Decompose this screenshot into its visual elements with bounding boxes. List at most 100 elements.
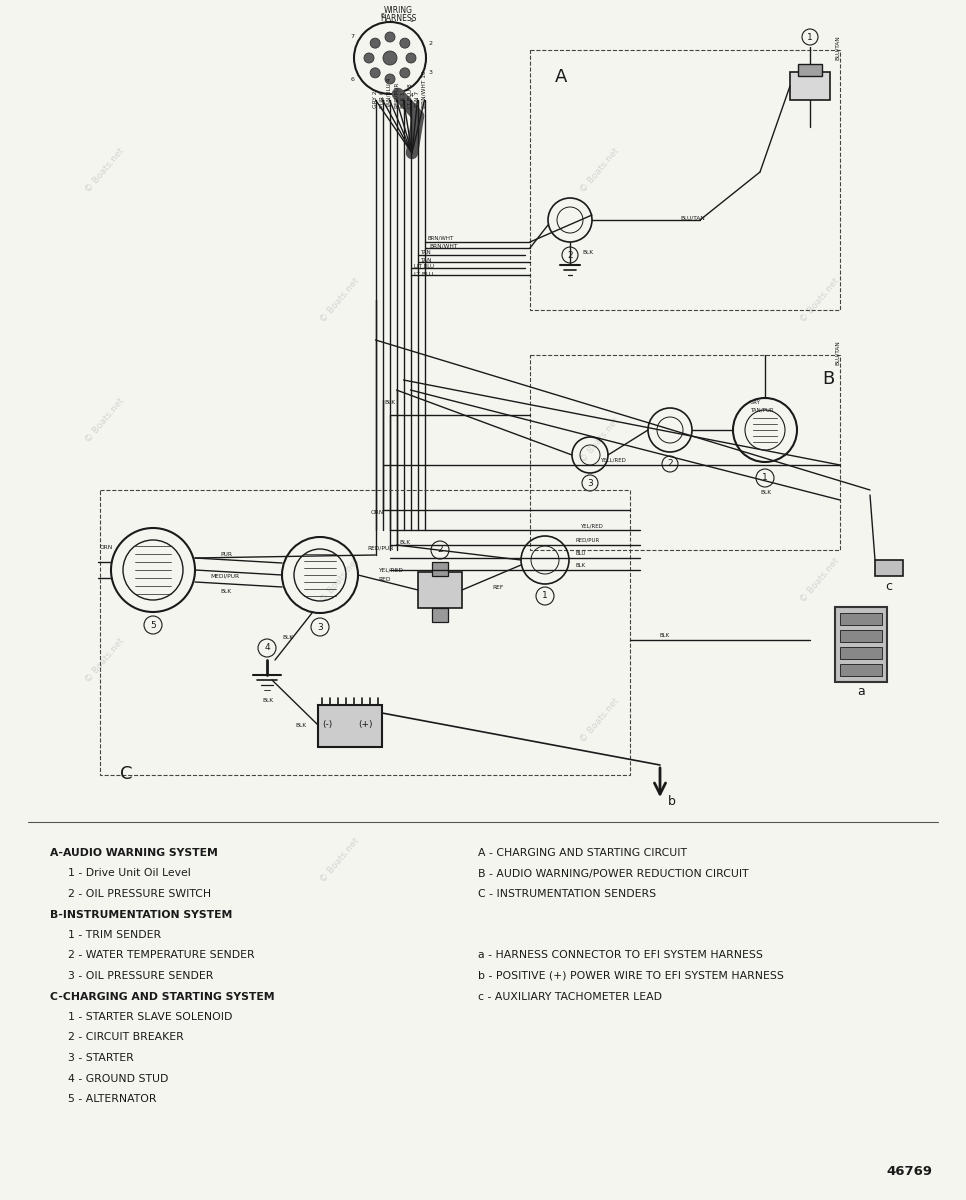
Text: YEL/RED: YEL/RED <box>580 523 603 528</box>
Bar <box>530 50 840 310</box>
Text: REF: REF <box>492 584 503 590</box>
Bar <box>100 490 630 775</box>
Text: BLK: BLK <box>384 400 396 404</box>
Circle shape <box>400 68 410 78</box>
Text: © Boats.net: © Boats.net <box>84 636 127 684</box>
Text: TAN: TAN <box>420 250 431 254</box>
Text: © Boats.net: © Boats.net <box>319 836 361 884</box>
Bar <box>840 664 882 676</box>
Text: YELL/RED: YELL/RED <box>600 458 626 463</box>
Bar <box>790 72 830 100</box>
Text: 4: 4 <box>410 92 413 97</box>
Text: BLK: BLK <box>282 635 293 640</box>
Text: 3: 3 <box>317 623 323 631</box>
Text: BLK 1: BLK 1 <box>401 91 406 108</box>
Text: PUR 0: PUR 0 <box>380 90 385 108</box>
Text: LT BLU: LT BLU <box>413 272 433 277</box>
Text: 1: 1 <box>542 592 548 600</box>
Text: 1 - STARTER SLAVE SOLENOID: 1 - STARTER SLAVE SOLENOID <box>68 1012 233 1022</box>
Text: A: A <box>555 68 567 86</box>
Text: 46769: 46769 <box>886 1165 932 1178</box>
Text: © Boats.net: © Boats.net <box>84 146 127 194</box>
Circle shape <box>383 50 397 65</box>
Text: 5: 5 <box>381 98 384 103</box>
Text: A-AUDIO WARNING SYSTEM: A-AUDIO WARNING SYSTEM <box>50 848 218 858</box>
Text: BLK: BLK <box>295 722 306 728</box>
Text: ORN: ORN <box>371 510 384 515</box>
Text: RED/PUR: RED/PUR <box>367 545 394 550</box>
Text: BRN/WHT: BRN/WHT <box>428 236 454 241</box>
Text: TAN 7: TAN 7 <box>415 91 420 108</box>
Text: c: c <box>886 580 893 593</box>
Text: 3: 3 <box>428 71 433 76</box>
Text: 2 - WATER TEMPERATURE SENDER: 2 - WATER TEMPERATURE SENDER <box>68 950 255 960</box>
Text: GRY: GRY <box>750 400 761 404</box>
Text: 2: 2 <box>668 460 672 468</box>
Text: 1 - TRIM SENDER: 1 - TRIM SENDER <box>68 930 161 940</box>
Text: LT BLU 8: LT BLU 8 <box>408 83 413 108</box>
Text: (+): (+) <box>358 720 373 728</box>
Text: © Boats.net: © Boats.net <box>579 696 621 744</box>
Text: RED: RED <box>378 577 390 582</box>
Text: 5 - ALTERNATOR: 5 - ALTERNATOR <box>68 1094 156 1104</box>
Text: 8: 8 <box>381 13 384 18</box>
Text: LIT BLU: LIT BLU <box>413 264 434 269</box>
Text: BRN/WHT: BRN/WHT <box>430 242 458 248</box>
Bar <box>840 647 882 659</box>
Bar <box>840 630 882 642</box>
Bar <box>432 562 448 576</box>
Bar <box>318 704 382 746</box>
Bar <box>798 64 822 76</box>
Text: C - INSTRUMENTATION SENDERS: C - INSTRUMENTATION SENDERS <box>478 889 656 899</box>
Text: BLU: BLU <box>575 551 585 556</box>
Text: TAN/PUR: TAN/PUR <box>750 408 774 413</box>
Text: 3 - STARTER: 3 - STARTER <box>68 1054 133 1063</box>
Bar <box>875 560 903 576</box>
Text: 2: 2 <box>428 41 433 46</box>
Text: © Boats.net: © Boats.net <box>799 556 841 604</box>
Text: 5: 5 <box>150 620 156 630</box>
Circle shape <box>370 38 381 48</box>
Text: ORN: ORN <box>100 545 113 550</box>
Text: 7: 7 <box>351 34 355 38</box>
Circle shape <box>400 38 410 48</box>
Text: RED/PUR: RED/PUR <box>575 538 599 542</box>
Text: BRN/WHT 10: BRN/WHT 10 <box>422 71 427 108</box>
Bar <box>835 607 887 682</box>
Text: © Boats.net: © Boats.net <box>319 276 361 324</box>
Bar <box>840 613 882 625</box>
Text: TAN: TAN <box>420 258 432 263</box>
Text: MEDI/PUR: MEDI/PUR <box>210 574 240 578</box>
Text: BLU/TAN: BLU/TAN <box>680 215 705 220</box>
Text: 6: 6 <box>351 77 355 82</box>
Text: BLK: BLK <box>400 540 411 545</box>
Text: b: b <box>668 794 676 808</box>
Text: 1: 1 <box>808 32 812 42</box>
Text: © Boats.net: © Boats.net <box>579 146 621 194</box>
Text: © Boats.net: © Boats.net <box>579 416 621 464</box>
Text: 3 - OIL PRESSURE SENDER: 3 - OIL PRESSURE SENDER <box>68 971 213 982</box>
Text: HARNESS: HARNESS <box>380 14 416 23</box>
Text: B: B <box>822 370 835 388</box>
Bar <box>530 355 840 550</box>
Text: 2 - OIL PRESSURE SWITCH: 2 - OIL PRESSURE SWITCH <box>68 889 212 899</box>
Text: BLK: BLK <box>582 250 593 254</box>
Text: © Boats.net: © Boats.net <box>84 396 127 444</box>
Circle shape <box>406 53 416 62</box>
Text: BLU/TAN: BLU/TAN <box>835 35 840 60</box>
Text: 2: 2 <box>438 546 442 554</box>
Text: BLK: BLK <box>760 490 771 494</box>
Bar <box>418 572 462 608</box>
Circle shape <box>364 53 374 62</box>
Bar <box>432 608 448 622</box>
Text: 4: 4 <box>264 643 270 653</box>
Text: 1: 1 <box>762 474 768 482</box>
Text: 2 - CIRCUIT BREAKER: 2 - CIRCUIT BREAKER <box>68 1032 184 1043</box>
Circle shape <box>370 68 381 78</box>
Text: 1: 1 <box>410 18 413 23</box>
Text: a - HARNESS CONNECTOR TO EFI SYSTEM HARNESS: a - HARNESS CONNECTOR TO EFI SYSTEM HARN… <box>478 950 763 960</box>
Text: GRY 2: GRY 2 <box>373 90 378 108</box>
Text: BLK: BLK <box>262 698 273 703</box>
Text: © Boats.net: © Boats.net <box>799 276 841 324</box>
Text: (-): (-) <box>322 720 332 728</box>
